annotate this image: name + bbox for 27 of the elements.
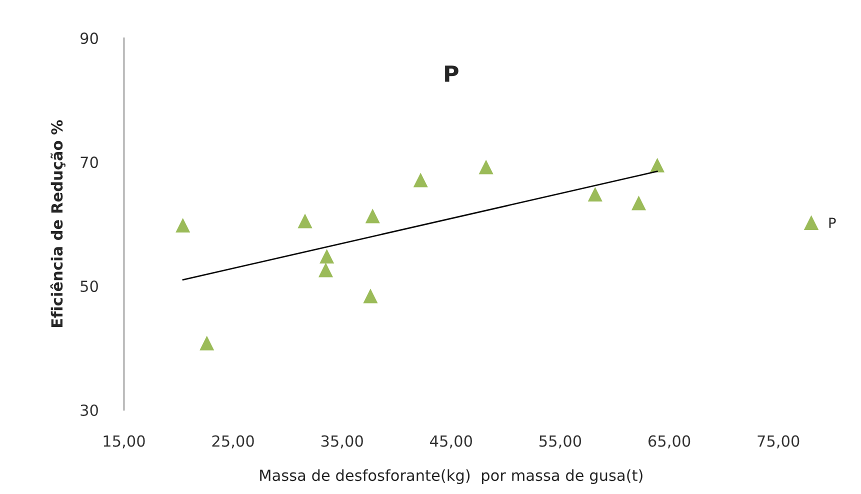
point [365,208,380,224]
text: P [445,66,458,82]
x-axis-title: Massa de desfosforante(kg) por massa de gusa(t) [260,469,642,484]
x-tick-label: 35,00 [321,435,363,448]
x-tick-label: 15,00 [104,435,145,448]
point [318,262,334,278]
point [363,288,378,304]
point [320,248,334,264]
point [650,158,665,172]
point [176,218,190,233]
x-tick-label: 75,00 [758,435,800,448]
y-axis-title: Eficiência de Redução % [50,120,66,328]
y-tick-label: 30 [80,404,98,416]
y-tick-label: 90 [80,32,98,44]
x-tick-label: 65,00 [648,435,690,448]
point [588,186,602,202]
x-tick-label: 45,00 [430,435,472,448]
legend-label: P [829,218,836,228]
x-tick-label: 55,00 [540,435,582,448]
point [200,336,214,350]
x-tick-label: 25,00 [212,435,254,448]
y-tick-label: 70 [80,156,98,168]
point [631,196,646,210]
point [478,160,494,174]
y-tick-label: 50 [80,280,98,292]
point [298,214,312,228]
point [413,172,428,188]
